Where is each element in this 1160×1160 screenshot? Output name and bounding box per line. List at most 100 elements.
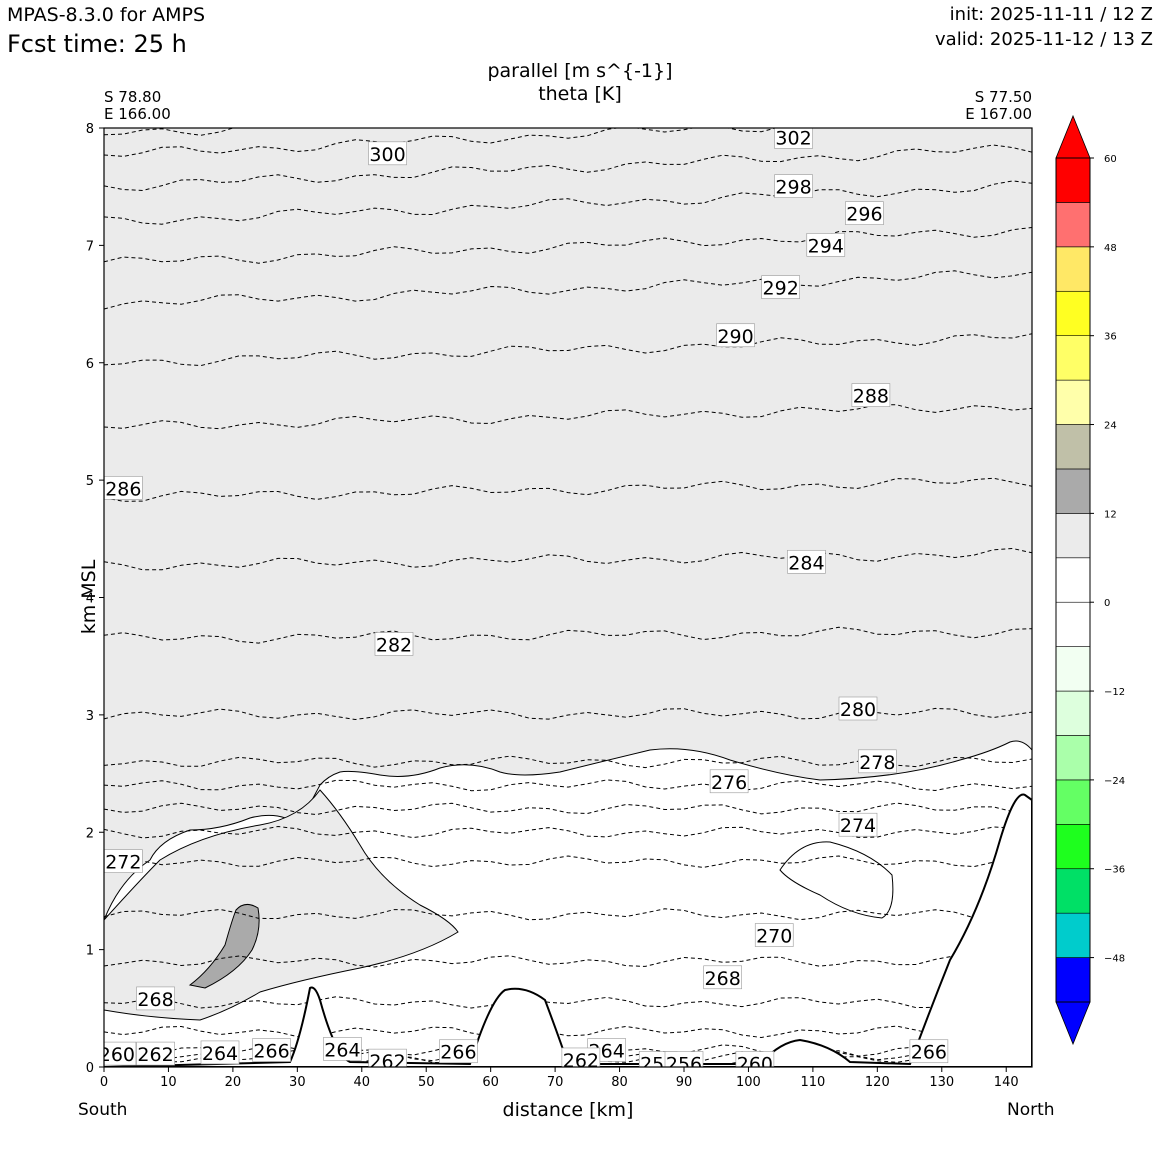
contour-label-box [754,923,794,947]
contour-label: 260 [735,1051,775,1075]
colorbar-tick-label: −24 [1104,776,1125,787]
colorbar-segment [1055,246,1091,292]
contour-label-box [761,275,800,299]
contour-label-text: 276 [711,772,747,794]
theta-contour-line [104,779,1032,792]
colorbar-tick-label: 0 [1104,598,1110,609]
contour-label-box [200,1040,240,1065]
theta-contour-line [104,825,1032,839]
colorbar-segment [1055,157,1091,203]
y-tick-label: 6 [86,357,94,372]
theta-contour-line [104,908,1032,921]
contour-label-text: 262 [137,1044,173,1066]
colorbar-segment [1055,779,1091,825]
init-time: init: 2025-11-11 / 12 Z [949,4,1153,25]
colorbar-segment [1055,202,1091,248]
x-tick-label: 90 [676,1075,693,1090]
contour-label-text: 260 [737,1053,773,1075]
contour-label-box [716,323,755,348]
closed-contour-right [779,841,894,919]
contour-label: 266 [439,1039,478,1064]
colorbar-segment [1055,735,1091,781]
left-longitude: E 166.00 [104,105,171,123]
contour-label-text: 286 [105,478,141,500]
contour-label: 278 [858,749,897,774]
contour-label-box [787,549,826,574]
contour-label-text: 264 [324,1039,360,1061]
x-tick-label: 0 [100,1075,108,1090]
theta-contour-line [104,802,1032,816]
theta-contour-line [104,333,1032,367]
theta-contour-line [104,144,1032,192]
contour-label: 300 [368,141,407,166]
contour-label: 294 [806,233,846,257]
contour-label-box [709,769,749,794]
contour-label: 262 [136,1041,175,1066]
contour-label: 298 [774,174,813,199]
theta-contour-line [104,855,1032,868]
theta-contour-line [104,227,1032,264]
theta-contour-line [104,1025,1032,1039]
contour-label-text: 290 [717,326,753,348]
x-tick-label: 110 [800,1075,825,1090]
y-tick-label: 3 [86,709,94,724]
contour-label-text: 262 [369,1051,405,1073]
colorbar-segment [1055,824,1091,870]
y-tick-label: 1 [86,944,94,959]
colorbar-segment [1055,557,1091,603]
contour-label: 262 [561,1047,601,1072]
contour-label-text: 278 [859,752,895,774]
colorbar-tick-label: −36 [1104,865,1125,876]
contour-label-text: 268 [705,968,741,990]
contour-label-text: 266 [440,1042,476,1064]
contour-label: 262 [368,1048,407,1073]
x-tick-label: 40 [354,1075,371,1090]
contour-label-text: 268 [137,989,173,1011]
y-tick-label: 2 [86,826,94,841]
contour-label-box [136,1041,175,1066]
y-tick-label: 8 [86,122,94,137]
contour-label-text: 292 [763,278,799,300]
colorbar-tick-label: 36 [1104,332,1117,343]
x-tick-label: 140 [994,1075,1019,1090]
contour-label: 284 [787,549,826,574]
contour-label: 268 [703,965,742,990]
colorbar-frame [1055,157,1091,1003]
contour-label: 302 [774,128,813,149]
contour-label-box [851,383,891,407]
contour-label-box [104,1041,137,1066]
contour-label-text: 262 [563,1050,599,1072]
contour-label-box [774,128,813,149]
theta-contour-line [104,477,1032,502]
contour-label-box [368,141,407,166]
x-tick-label: 120 [865,1075,890,1090]
y-tick-label: 0 [86,1061,94,1076]
colorbar-extend-low [1055,1001,1091,1046]
x-tick-label: 50 [418,1075,435,1090]
contour-label: 272 [104,849,143,874]
contour-label-text: 272 [105,852,141,874]
x-tick-label: 70 [547,1075,564,1090]
colorbar-segment [1055,868,1091,914]
colorbar-tick-label: −12 [1104,687,1125,698]
contour-label: 264 [323,1037,362,1061]
x-axis-ticks: 0 10 20 30 40 50 60 70 80 90 100 110 120 130 140 [100,1067,1019,1090]
contour-label-box [735,1051,775,1067]
colorbar-segment [1055,601,1091,647]
x-axis-label: distance [km] [502,1099,634,1121]
colorbar-extend-high [1055,114,1091,159]
colorbar-segment [1055,912,1091,958]
contour-label: 266 [252,1038,291,1063]
contour-label-text: 266 [911,1042,947,1064]
theta-contour-line [104,180,1032,225]
contour-label-text: 288 [853,386,889,408]
contour-label-box [252,1038,291,1062]
shaded-region-dark [188,904,260,989]
contour-label-box [664,1051,704,1067]
model-title: MPAS-8.3.0 for AMPS [7,4,206,26]
theta-contour-line [104,755,1032,769]
contour-label: 274 [838,812,878,837]
contour-label: 280 [838,696,878,721]
theta-contour-line [104,996,1032,1009]
